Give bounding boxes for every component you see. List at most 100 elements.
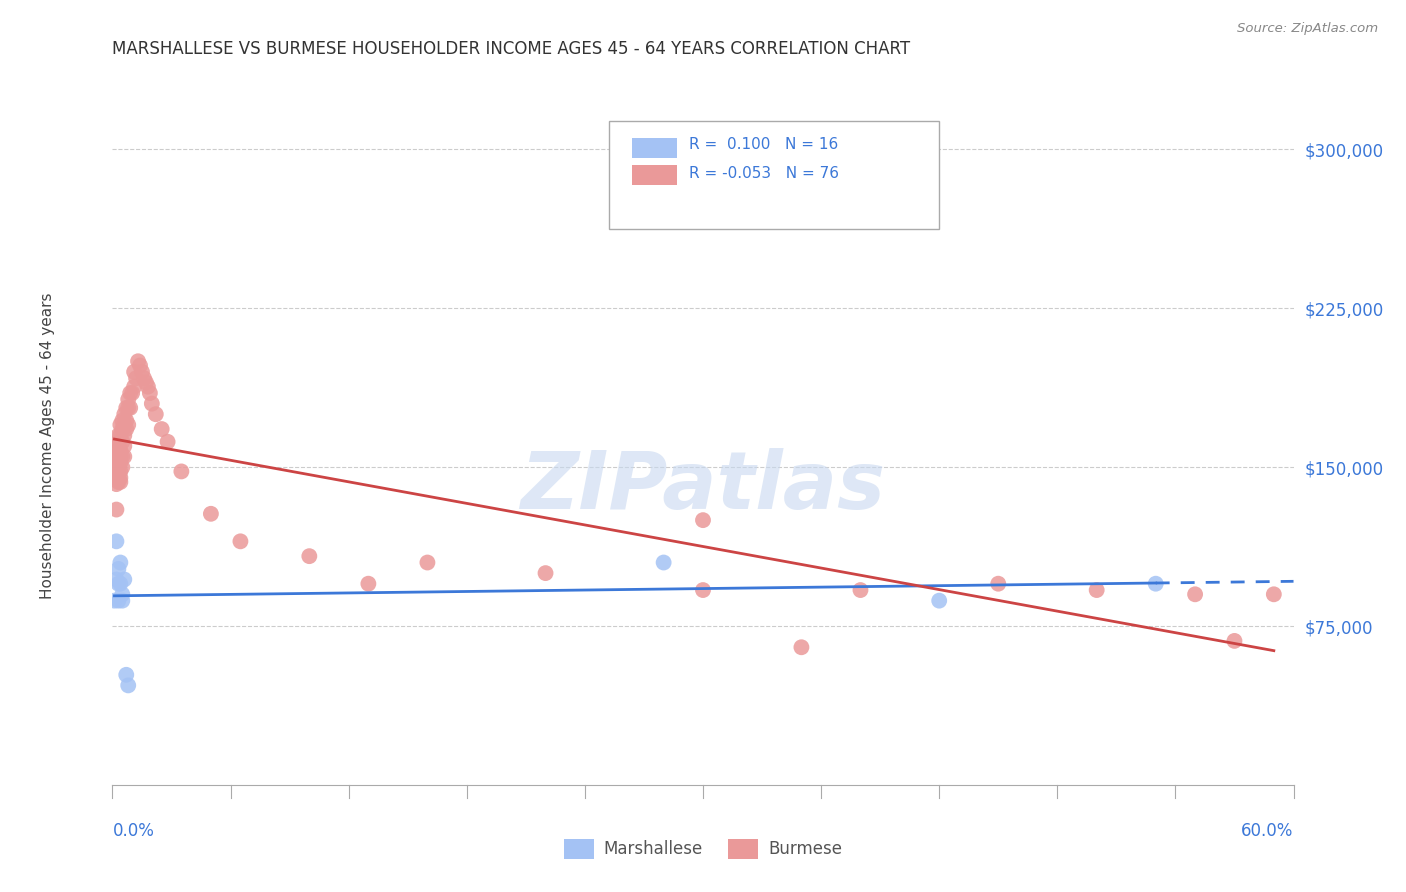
Point [117, 401, 139, 415]
Point [107, 593, 129, 607]
Point [112, 439, 135, 453]
Point [110, 456, 132, 470]
Point [105, 573, 128, 587]
Point [416, 556, 439, 570]
Point [110, 450, 132, 464]
Point [110, 475, 132, 489]
Point [107, 443, 129, 458]
Point [692, 583, 714, 598]
Point [170, 464, 193, 478]
Legend: Marshallese, Burmese: Marshallese, Burmese [557, 832, 849, 866]
Point [229, 534, 252, 549]
Point [115, 422, 138, 436]
Point [112, 428, 135, 442]
Point [117, 678, 139, 692]
Point [156, 434, 179, 449]
Point [120, 386, 142, 401]
Point [111, 450, 134, 464]
FancyBboxPatch shape [633, 137, 678, 158]
Point [105, 534, 128, 549]
Point [298, 549, 321, 564]
Point [120, 401, 142, 415]
Point [132, 371, 155, 385]
Point [105, 502, 128, 516]
Point [103, 450, 125, 464]
Point [103, 460, 125, 475]
Point [111, 434, 134, 449]
FancyBboxPatch shape [633, 165, 678, 185]
Point [105, 456, 128, 470]
Point [790, 640, 813, 655]
Text: MARSHALLESE VS BURMESE HOUSEHOLDER INCOME AGES 45 - 64 YEARS CORRELATION CHART: MARSHALLESE VS BURMESE HOUSEHOLDER INCOM… [112, 40, 911, 58]
Point [103, 467, 125, 481]
Point [111, 593, 134, 607]
Text: 60.0%: 60.0% [1241, 822, 1294, 840]
Point [1184, 587, 1206, 601]
Text: ZIPatlas: ZIPatlas [520, 448, 886, 525]
Point [105, 460, 128, 475]
Point [107, 471, 129, 485]
Point [107, 475, 129, 489]
Point [928, 593, 950, 607]
Point [107, 562, 129, 576]
Point [112, 417, 135, 432]
Point [150, 422, 173, 436]
Point [110, 428, 132, 442]
Point [111, 587, 134, 601]
Text: Householder Income Ages 45 - 64 years: Householder Income Ages 45 - 64 years [39, 293, 55, 599]
Point [987, 576, 1010, 591]
Point [107, 460, 129, 475]
Point [692, 513, 714, 527]
Point [117, 392, 139, 407]
Point [105, 471, 128, 485]
Point [107, 576, 129, 591]
Point [107, 434, 129, 449]
Point [141, 396, 163, 410]
Point [115, 413, 138, 427]
Point [139, 386, 162, 401]
Point [1144, 576, 1167, 591]
Point [110, 556, 132, 570]
Point [111, 413, 134, 427]
Point [121, 386, 143, 401]
Point [111, 460, 134, 475]
Point [652, 556, 675, 570]
Point [200, 507, 222, 521]
Point [110, 576, 132, 591]
Point [129, 359, 152, 373]
Point [110, 417, 132, 432]
Point [534, 566, 557, 580]
Point [107, 428, 129, 442]
Point [136, 379, 159, 393]
Point [127, 354, 149, 368]
Point [131, 365, 153, 379]
Point [849, 583, 872, 598]
Point [110, 471, 132, 485]
Point [112, 573, 135, 587]
Text: R = -0.053   N = 76: R = -0.053 N = 76 [689, 166, 839, 181]
Point [1223, 633, 1246, 648]
Point [110, 464, 132, 478]
Point [357, 576, 380, 591]
Point [110, 443, 132, 458]
Point [112, 407, 135, 421]
Point [107, 450, 129, 464]
Point [1263, 587, 1285, 601]
FancyBboxPatch shape [609, 120, 939, 229]
Text: Source: ZipAtlas.com: Source: ZipAtlas.com [1237, 22, 1378, 36]
Point [117, 417, 139, 432]
Point [115, 667, 138, 681]
Point [122, 365, 145, 379]
Point [103, 464, 125, 478]
Point [122, 379, 145, 393]
Point [145, 407, 167, 421]
Text: 0.0%: 0.0% [112, 822, 155, 840]
Point [125, 371, 148, 385]
Text: R =  0.100   N = 16: R = 0.100 N = 16 [689, 136, 838, 152]
Point [107, 464, 129, 478]
Point [135, 376, 157, 390]
Point [111, 422, 134, 436]
Point [112, 450, 135, 464]
Point [103, 593, 125, 607]
Point [105, 477, 128, 491]
